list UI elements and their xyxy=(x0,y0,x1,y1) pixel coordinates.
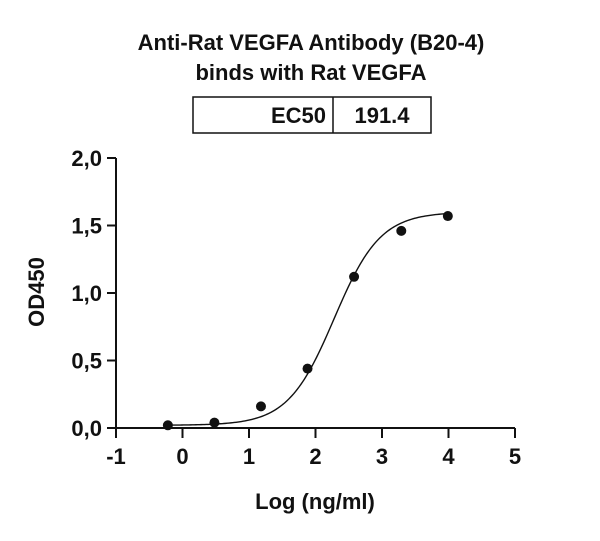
ec50-value: 191.4 xyxy=(354,103,410,128)
ec50-label: EC50 xyxy=(271,103,326,128)
x-tick-label: 3 xyxy=(376,444,388,469)
data-points xyxy=(162,211,453,431)
x-tick-label: 2 xyxy=(309,444,321,469)
x-tick-label: 5 xyxy=(509,444,521,469)
x-tick-label: 1 xyxy=(243,444,255,469)
chart-title: Anti-Rat VEGFA Antibody (B20-4) xyxy=(138,30,485,55)
data-point xyxy=(302,363,313,374)
x-tick-label: 4 xyxy=(442,444,455,469)
data-point xyxy=(255,401,266,412)
x-axis: -1 0 1 2 3 4 5 xyxy=(106,427,521,469)
x-tick-label: 0 xyxy=(176,444,188,469)
ec50-table: EC50 191.4 xyxy=(192,96,432,134)
data-point xyxy=(396,225,407,236)
chart-subtitle: binds with Rat VEGFA xyxy=(195,60,426,85)
data-point xyxy=(209,417,220,428)
x-axis-label: Log (ng/ml) xyxy=(255,489,375,514)
fit-curve-layer xyxy=(167,212,448,426)
x-tick-label: -1 xyxy=(106,444,126,469)
fit-curve xyxy=(167,212,448,426)
y-axis-label: OD450 xyxy=(24,257,49,327)
y-tick-label: 2,0 xyxy=(71,146,102,171)
data-point xyxy=(442,211,453,222)
y-tick-label: 0,5 xyxy=(71,349,102,374)
data-point xyxy=(162,420,173,431)
data-point xyxy=(349,271,360,282)
y-axis: 0,0 0,5 1,0 1,5 2,0 xyxy=(71,146,117,441)
y-tick-label: 1,5 xyxy=(71,214,102,239)
ec50-table-frame xyxy=(192,96,432,134)
y-tick-label: 0,0 xyxy=(71,416,102,441)
y-tick-label: 1,0 xyxy=(71,281,102,306)
